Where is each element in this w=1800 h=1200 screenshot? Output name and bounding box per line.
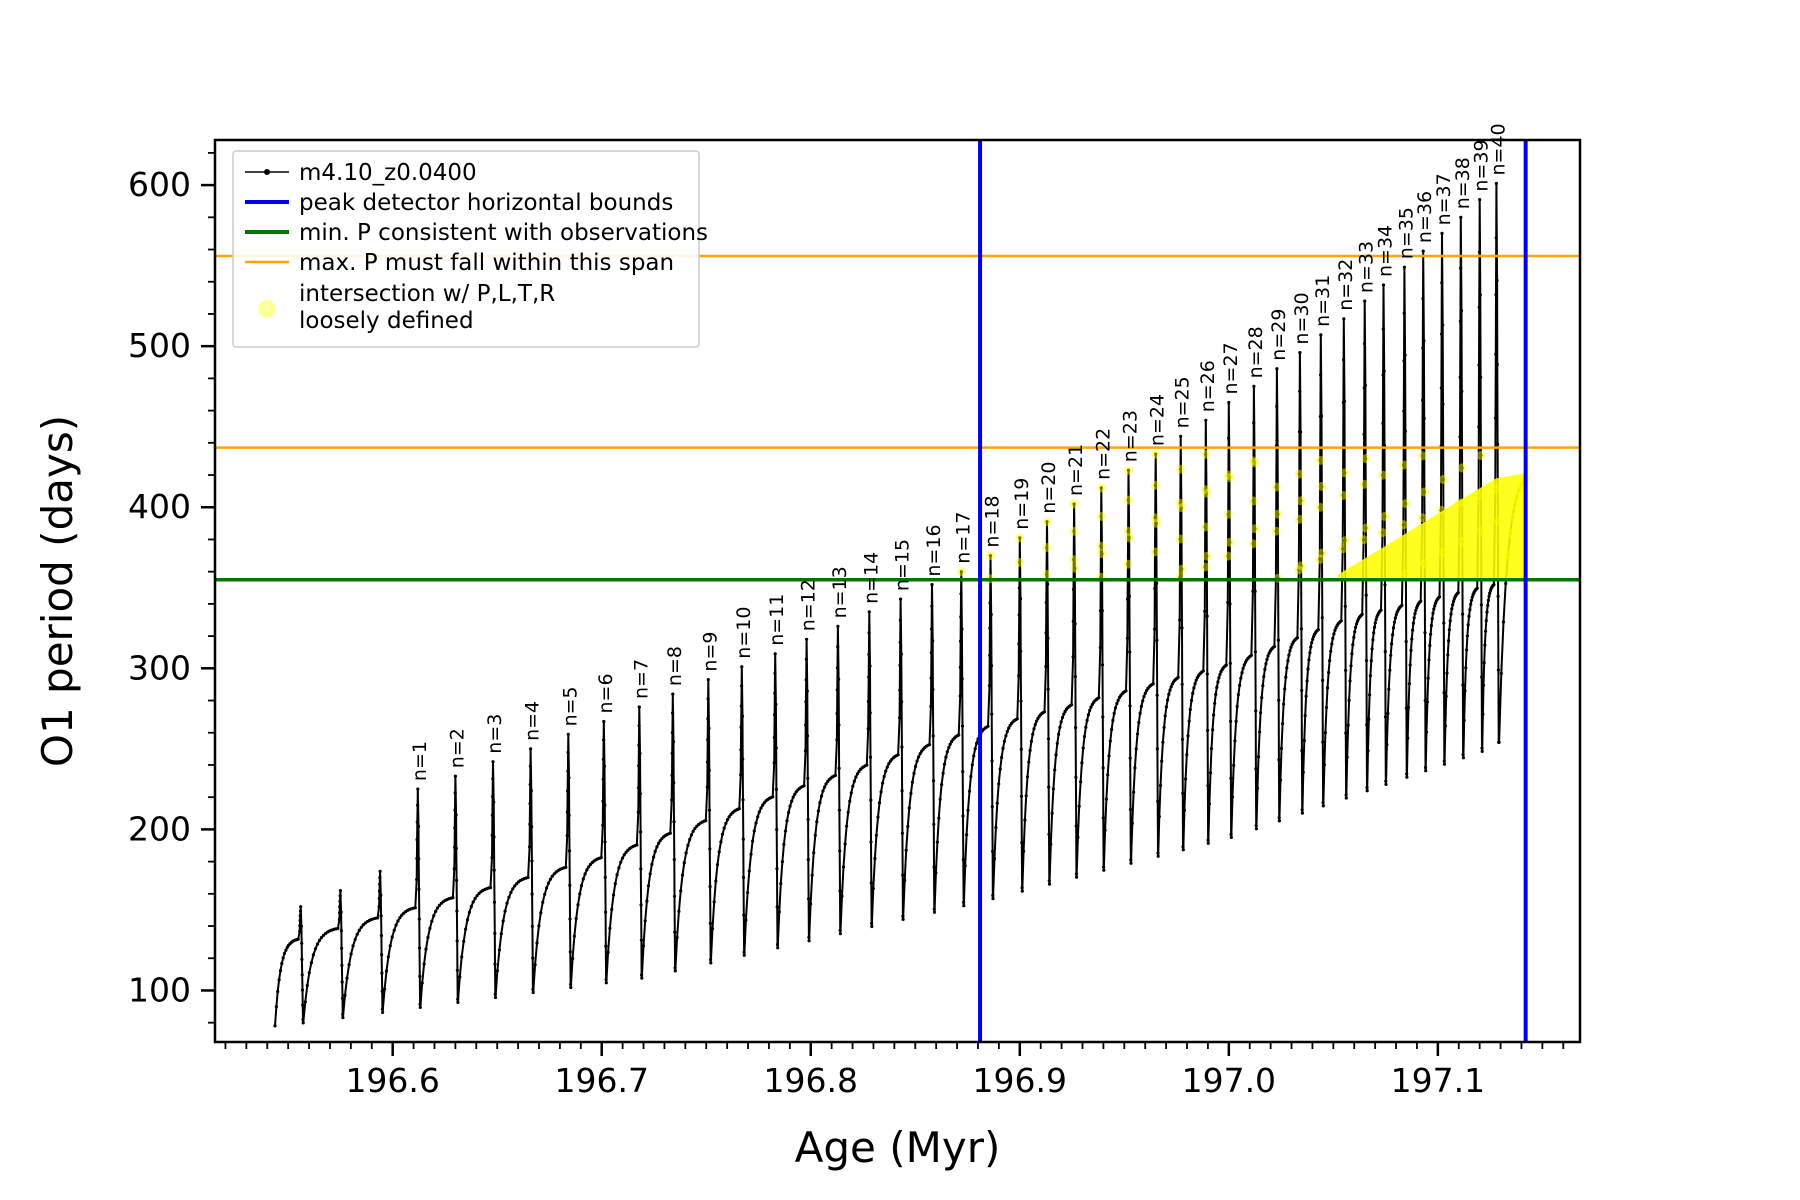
x-axis: 196.6 196.7 196.8 196.9 197.0 197.1 <box>224 1042 1565 1100</box>
legend-item: min. P consistent with observations <box>245 220 708 246</box>
x-axis-label: Age (Myr) <box>795 1123 1001 1172</box>
peak-annotation: n=9 <box>699 632 721 672</box>
peak-annotation: n=32 <box>1335 259 1357 311</box>
peak-annotation: n=17 <box>952 512 974 564</box>
y-tick-label: 600 <box>128 165 191 204</box>
peak-annotation: n=15 <box>892 539 914 591</box>
peak-annotations: n=1 n=2 n=3 n=4 n=5 n=6 n=7 n=8 n=9 n=10 n=11 n=12 n… <box>409 123 1510 781</box>
peak-annotation: n=3 <box>484 714 506 754</box>
peak-annotation: n=29 <box>1268 309 1290 361</box>
legend-item: m4.10_z0.0400 <box>245 160 477 186</box>
plot-area <box>273 181 1531 1028</box>
y-tick-label: 200 <box>128 809 191 848</box>
peak-annotation: n=16 <box>923 524 945 576</box>
legend-label: loosely defined <box>299 308 474 334</box>
intersection-scatter <box>956 449 1531 584</box>
peak-annotation: n=8 <box>664 646 686 686</box>
y-tick-label: 100 <box>128 970 191 1009</box>
x-tick-label: 196.7 <box>554 1061 648 1100</box>
peak-annotation: n=25 <box>1172 376 1194 428</box>
legend-label: max. P must fall within this span <box>299 250 674 276</box>
peak-annotation: n=37 <box>1433 173 1455 225</box>
peak-annotation: n=26 <box>1197 360 1219 412</box>
peak-annotation: n=7 <box>630 659 652 699</box>
legend-label: min. P consistent with observations <box>299 220 708 246</box>
axes-spines <box>213 138 1582 1044</box>
peak-annotation: n=33 <box>1356 241 1378 293</box>
peak-annotation: n=19 <box>1011 478 1033 530</box>
y-tick-label: 300 <box>128 648 191 687</box>
peak-annotation: n=22 <box>1092 428 1114 480</box>
series-markers <box>273 181 1528 1028</box>
legend-item: peak detector horizontal bounds <box>245 190 673 216</box>
legend-label: peak detector horizontal bounds <box>299 190 673 216</box>
y-axis: 100 200 300 400 500 600 <box>128 151 215 1024</box>
x-tick-label: 197.0 <box>1182 1061 1276 1100</box>
peak-annotation: n=34 <box>1375 225 1397 277</box>
intersection-blob <box>1337 473 1526 579</box>
legend-label: intersection w/ P,L,T,R <box>299 281 555 307</box>
peak-annotation: n=36 <box>1414 191 1436 243</box>
peak-annotation: n=30 <box>1291 292 1313 344</box>
peak-annotation: n=23 <box>1120 410 1142 462</box>
peak-annotation: n=20 <box>1038 462 1060 514</box>
peak-annotation: n=28 <box>1245 326 1267 378</box>
x-tick-label: 197.1 <box>1391 1061 1485 1100</box>
peak-annotation: n=10 <box>733 607 755 659</box>
legend-item: max. P must fall within this span <box>245 250 674 276</box>
y-tick-label: 400 <box>128 487 191 526</box>
peak-annotation: n=40 <box>1487 123 1509 175</box>
peak-annotation: n=38 <box>1452 157 1474 209</box>
peak-annotation: n=2 <box>446 728 468 768</box>
x-tick-label: 196.6 <box>345 1061 439 1100</box>
y-axis-label: O1 period (days) <box>33 415 82 767</box>
peak-annotation: n=35 <box>1395 207 1417 259</box>
y-tick-label: 500 <box>128 326 191 365</box>
peak-annotation: n=6 <box>595 673 617 713</box>
peak-annotation: n=11 <box>766 594 788 646</box>
peak-annotation: n=14 <box>860 552 882 604</box>
x-tick-label: 196.8 <box>764 1061 858 1100</box>
peak-annotation: n=5 <box>559 686 581 726</box>
peak-annotation: n=4 <box>522 701 544 741</box>
peak-annotation: n=31 <box>1312 275 1334 327</box>
peak-annotation: n=12 <box>798 579 820 631</box>
peak-annotation: n=1 <box>409 741 431 781</box>
peak-annotation: n=27 <box>1220 342 1242 394</box>
x-tick-label: 196.9 <box>973 1061 1067 1100</box>
peak-annotation: n=21 <box>1065 444 1087 496</box>
peak-annotation: n=39 <box>1471 139 1493 191</box>
legend-box <box>232 150 700 348</box>
peak-annotation: n=24 <box>1147 394 1169 446</box>
legend-label: m4.10_z0.0400 <box>299 160 477 186</box>
peak-annotation: n=13 <box>829 566 851 618</box>
peak-annotation: n=18 <box>982 495 1004 547</box>
